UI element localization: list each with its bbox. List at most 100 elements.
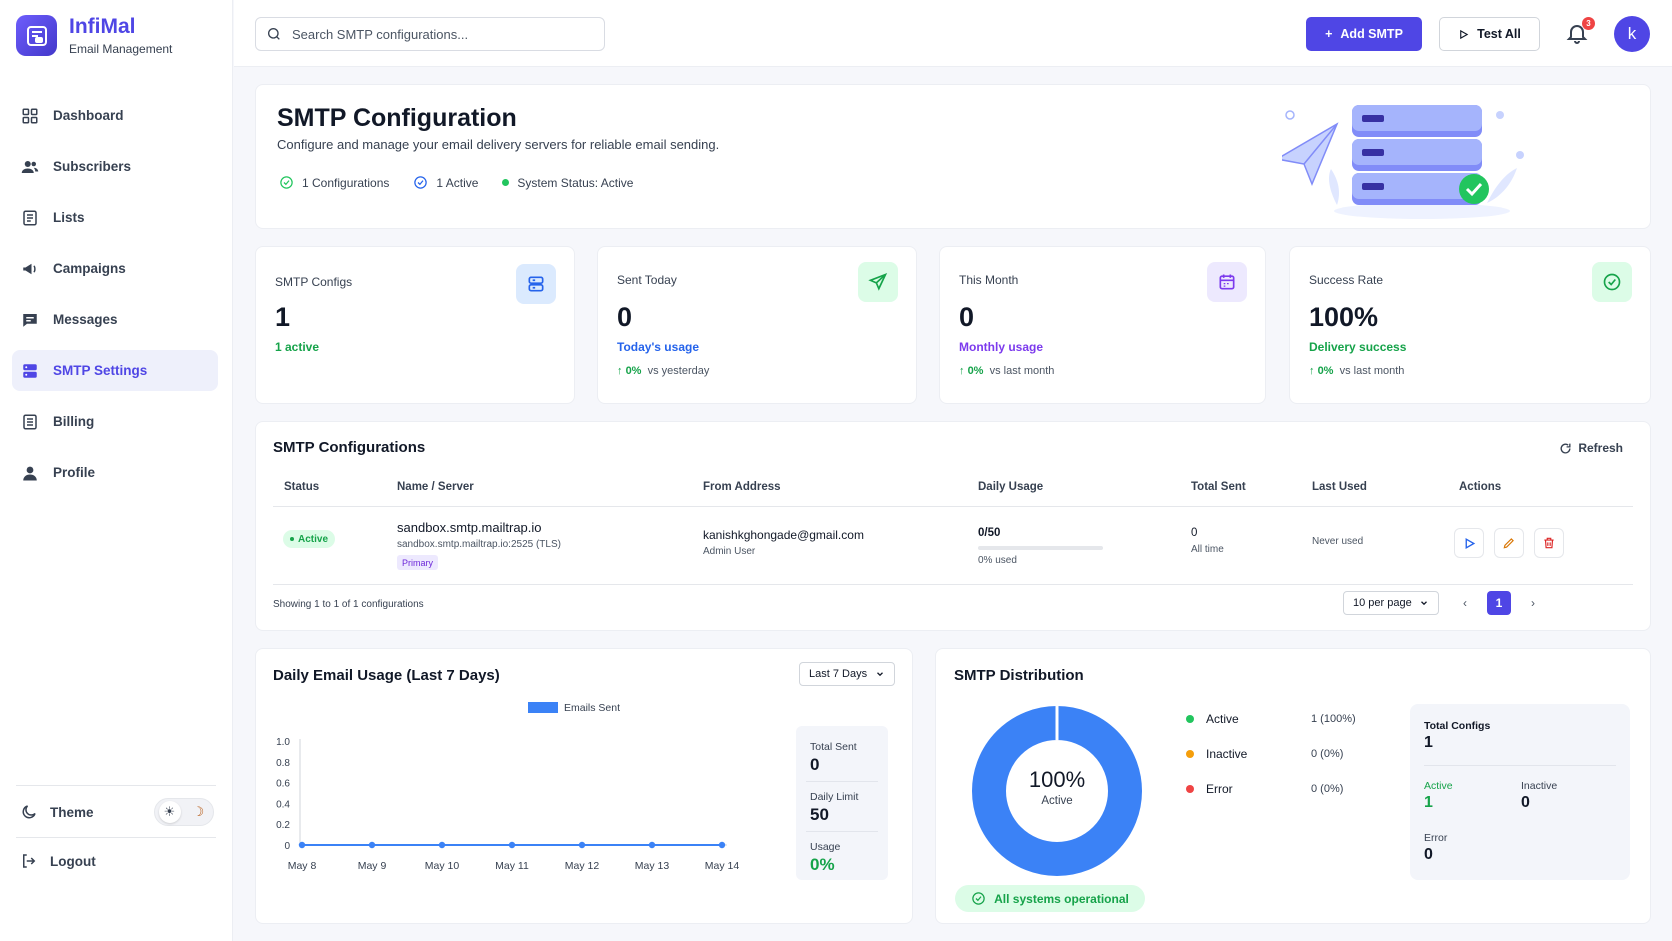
sidebar-item-label: Campaigns — [53, 261, 126, 276]
trend-pct: 0% — [625, 365, 642, 377]
server-icon — [23, 363, 37, 378]
per-page-select[interactable]: 10 per page — [1343, 591, 1439, 615]
donut-center-value: 100% — [1028, 767, 1086, 792]
total-sent-value: 0 — [1191, 527, 1198, 539]
sun-icon[interactable]: ☀ — [158, 801, 181, 823]
theme-label: Theme — [50, 804, 94, 820]
sidebar-item-dashboard[interactable]: Dashboard — [12, 95, 218, 136]
sidebar-item-billing[interactable]: Billing — [12, 401, 218, 442]
total-configs-label: Total Configs — [1424, 720, 1491, 732]
th-name-server: Name / Server — [397, 481, 474, 493]
systems-operational-badge: All systems operational — [955, 885, 1145, 912]
sidebar-item-smtp-settings[interactable]: SMTP Settings — [12, 350, 218, 391]
systems-operational-text: All systems operational — [994, 891, 1129, 906]
x-tick-label: May 9 — [358, 860, 387, 872]
y-tick-label: 0 — [284, 841, 290, 852]
trend-text: vs last month — [989, 365, 1055, 377]
delete-button[interactable] — [1534, 528, 1564, 558]
logout-label: Logout — [50, 853, 96, 869]
sidebar-item-profile[interactable]: Profile — [12, 452, 218, 493]
moon-toggle-icon[interactable]: ☽ — [192, 804, 205, 819]
brand-logo-icon — [16, 15, 57, 56]
divider — [1424, 765, 1616, 766]
stat-value: 1 — [275, 302, 291, 332]
message-icon — [23, 313, 37, 327]
hero-stat-configs: 1 Configurations — [279, 175, 389, 190]
logout-button[interactable]: Logout — [20, 852, 96, 870]
legend-label: Emails Sent — [564, 702, 620, 714]
next-page-button[interactable]: › — [1531, 596, 1535, 610]
y-tick-label: 1.0 — [276, 737, 290, 748]
sidebar-item-messages[interactable]: Messages — [12, 299, 218, 340]
th-actions: Actions — [1459, 481, 1502, 493]
plus-icon: + — [1325, 27, 1333, 41]
add-smtp-label: Add SMTP — [1340, 27, 1403, 41]
totals-box: Total Configs 1 Active 1 Inactive 0 Erro… — [1410, 704, 1630, 880]
notification-badge: 3 — [1582, 17, 1595, 30]
sidebar-item-label: Subscribers — [53, 159, 132, 174]
avatar[interactable]: k — [1614, 16, 1650, 52]
range-select-value: Last 7 Days — [809, 668, 868, 680]
search-input[interactable] — [292, 26, 592, 42]
status-badge: Active — [283, 530, 336, 548]
data-point — [298, 841, 306, 849]
hero-stat-active-text: 1 Active — [436, 175, 479, 190]
status-text: Active — [298, 533, 329, 545]
hero-stat-active: 1 Active — [413, 175, 478, 190]
moon-icon — [22, 805, 36, 819]
active-label: Active — [1424, 780, 1453, 792]
usage-value: 0% — [810, 855, 835, 874]
usage-summary-box: Total Sent 0 Daily Limit 50 Usage 0% — [796, 726, 888, 880]
active-value: 1 — [1424, 794, 1433, 811]
y-tick-label: 0.8 — [276, 758, 290, 769]
theme-toggle[interactable]: ☀ ☽ — [154, 798, 214, 826]
bell-icon[interactable] — [1565, 21, 1589, 45]
usage-percent: 0% used — [978, 555, 1017, 566]
page-button-current[interactable]: 1 — [1487, 591, 1511, 615]
inactive-label: Inactive — [1521, 780, 1558, 792]
legend-swatch — [528, 702, 558, 713]
megaphone-icon — [23, 263, 36, 274]
sidebar-item-subscribers[interactable]: Subscribers — [12, 146, 218, 187]
stat-trend: ↑ 0% vs last month — [1309, 365, 1405, 377]
check-circle-icon — [1592, 262, 1632, 302]
row-divider — [273, 584, 1633, 585]
sidebar-item-label: Profile — [53, 465, 96, 480]
refresh-button[interactable]: Refresh — [1559, 441, 1623, 455]
sidebar-item-label: Messages — [53, 312, 118, 327]
stat-label: SMTP Configs — [275, 275, 353, 289]
stat-sub: 1 active — [275, 340, 320, 354]
status-dot — [502, 179, 510, 186]
donut-center-label: Active — [1041, 795, 1073, 807]
x-tick-label: May 10 — [425, 860, 460, 872]
add-smtp-button[interactable]: + Add SMTP — [1306, 17, 1422, 51]
per-page-value: 10 per page — [1353, 597, 1412, 609]
check-circle-icon — [972, 892, 985, 905]
y-tick-label: 0.6 — [276, 779, 290, 790]
stat-value: 0 — [959, 302, 975, 332]
refresh-label: Refresh — [1578, 441, 1623, 455]
sidebar-item-campaigns[interactable]: Campaigns — [12, 248, 218, 289]
sidebar-item-label: Lists — [53, 210, 85, 225]
prev-page-button[interactable]: ‹ — [1463, 596, 1467, 610]
check-circle-icon — [280, 176, 293, 189]
sidebar-item-lists[interactable]: Lists — [12, 197, 218, 238]
daily-usage-value: 0/50 — [978, 527, 1001, 539]
th-status: Status — [284, 481, 320, 493]
calendar-icon — [1207, 262, 1247, 302]
divider — [806, 831, 878, 832]
edit-button[interactable] — [1494, 528, 1524, 558]
logout-icon — [23, 854, 36, 868]
legend-dot — [1186, 785, 1194, 793]
search-icon — [268, 28, 280, 40]
test-all-button[interactable]: Test All — [1439, 17, 1540, 51]
sidebar-divider — [16, 837, 216, 838]
test-button[interactable] — [1454, 528, 1484, 558]
pencil-icon — [1503, 538, 1514, 549]
brand[interactable]: InfiMal Email Management — [16, 15, 172, 56]
stat-trend: ↑ 0% vs yesterday — [617, 365, 710, 377]
x-tick-label: May 14 — [705, 860, 740, 872]
data-point — [578, 841, 586, 849]
stat-label: Success Rate — [1309, 273, 1384, 287]
range-select[interactable]: Last 7 Days — [799, 662, 896, 686]
